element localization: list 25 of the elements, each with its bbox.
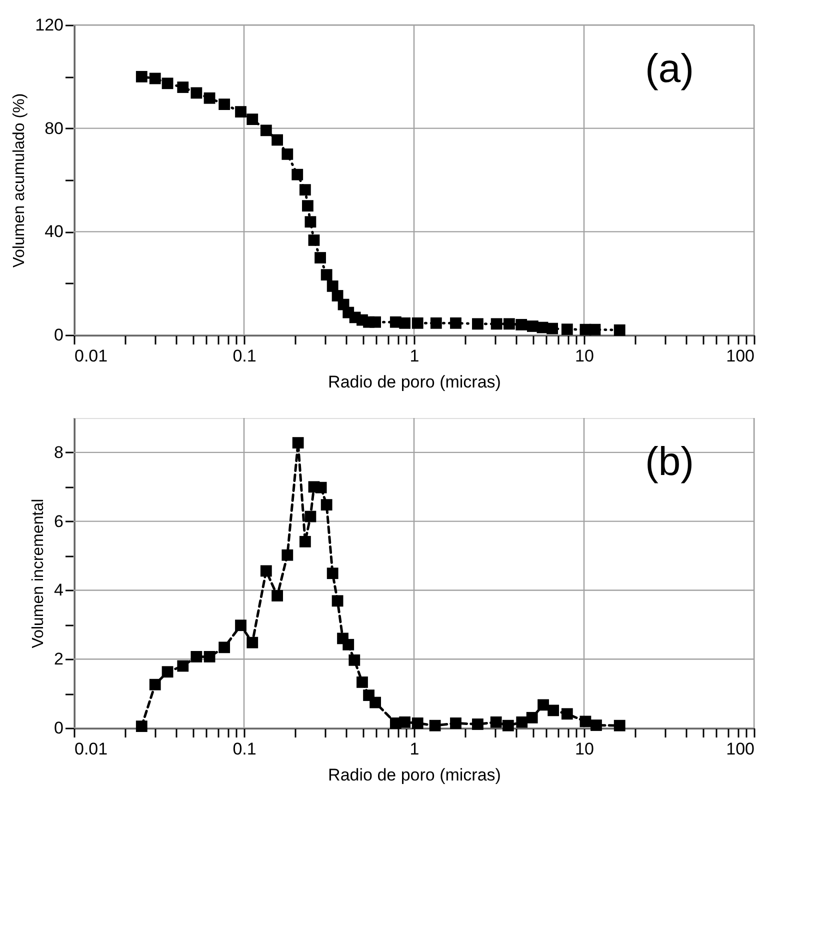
x-tick-label: 0.1	[232, 346, 256, 366]
x-tick-label: 0.1	[232, 740, 256, 758]
y-tick-label: 80	[44, 118, 64, 138]
x-tick-label: 0.01	[74, 346, 108, 366]
x-tick-label: 1	[410, 346, 420, 366]
y-axis-title: Volumen acumulado (%)	[11, 93, 28, 268]
y-tick-label: 0	[54, 326, 64, 344]
x-axis-title: Radio de poro (micras)	[328, 766, 501, 784]
x-tick-label: 0.01	[74, 740, 108, 758]
y-tick-label: 4	[54, 580, 64, 600]
y-tick-label: 40	[44, 222, 64, 242]
x-tick-label: 10	[575, 346, 594, 366]
y-tick-label: 2	[54, 650, 64, 669]
y-tick-label: 120	[35, 16, 64, 34]
x-tick-label: 100	[726, 346, 754, 366]
y-tick-label: 8	[54, 442, 64, 462]
y-axis-title: Volumen incremental	[30, 498, 48, 648]
x-tick-label: 100	[726, 740, 754, 758]
y-tick-label: 6	[54, 512, 64, 531]
annotation: (b)	[645, 440, 694, 484]
y-tick-label: 0	[54, 718, 64, 738]
x-tick-label: 1	[410, 740, 420, 758]
x-tick-label: 10	[575, 740, 594, 758]
x-axis-title: Radio de poro (micras)	[328, 372, 501, 392]
annotation: (a)	[645, 47, 694, 91]
